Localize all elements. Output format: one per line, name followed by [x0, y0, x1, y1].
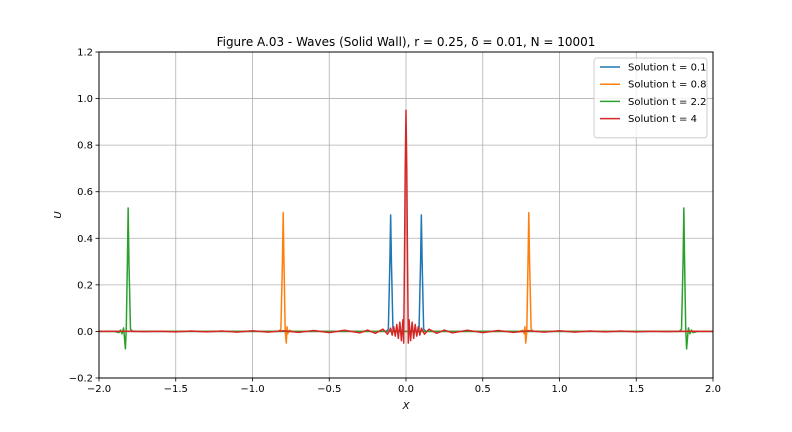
x-tick-label: −1.0: [240, 384, 264, 395]
legend-label: Solution t = 2.2: [628, 97, 706, 108]
x-tick-label: −0.5: [317, 384, 341, 395]
y-tick-label: 1.0: [77, 94, 93, 105]
y-tick-label: 0.0: [77, 327, 93, 338]
x-tick-label: 0.0: [398, 384, 414, 395]
x-axis-ticks: −2.0 −1.5 −1.0 −0.5 0.0 0.5 1.0 1.5 2.0: [87, 378, 721, 395]
legend: Solution t = 0.1 Solution t = 0.8 Solution…: [593, 57, 708, 139]
series-line-3: [99, 207, 713, 350]
legend-label: Solution t = 0.8: [628, 80, 706, 91]
x-tick-label: −2.0: [87, 384, 111, 395]
legend-label: Solution t = 4: [628, 114, 697, 125]
chart-title: Figure A.03 - Waves (Solid Wall), r = 0.…: [217, 35, 596, 49]
y-tick-label: 0.8: [77, 141, 93, 152]
legend-box: [593, 57, 708, 139]
y-tick-label: 0.2: [77, 280, 93, 291]
y-tick-label: 1.2: [77, 48, 93, 59]
x-tick-label: 2.0: [705, 384, 721, 395]
y-tick-label: −0.2: [69, 374, 93, 385]
x-tick-label: 1.5: [628, 384, 644, 395]
x-tick-label: 0.5: [475, 384, 491, 395]
y-tick-label: 0.6: [77, 187, 93, 198]
x-tick-label: 1.0: [552, 384, 568, 395]
y-tick-label: 0.4: [77, 234, 93, 245]
x-tick-label: −1.5: [164, 384, 188, 395]
series-lines: [98, 109, 714, 350]
x-axis-label: X: [402, 401, 411, 412]
series-line-4: [98, 109, 714, 344]
y-axis-ticks: −0.2 0.0 0.2 0.4 0.6 0.8 1.0 1.2: [69, 48, 99, 385]
legend-label: Solution t = 0.1: [628, 63, 706, 74]
y-axis-label: U: [53, 211, 64, 219]
